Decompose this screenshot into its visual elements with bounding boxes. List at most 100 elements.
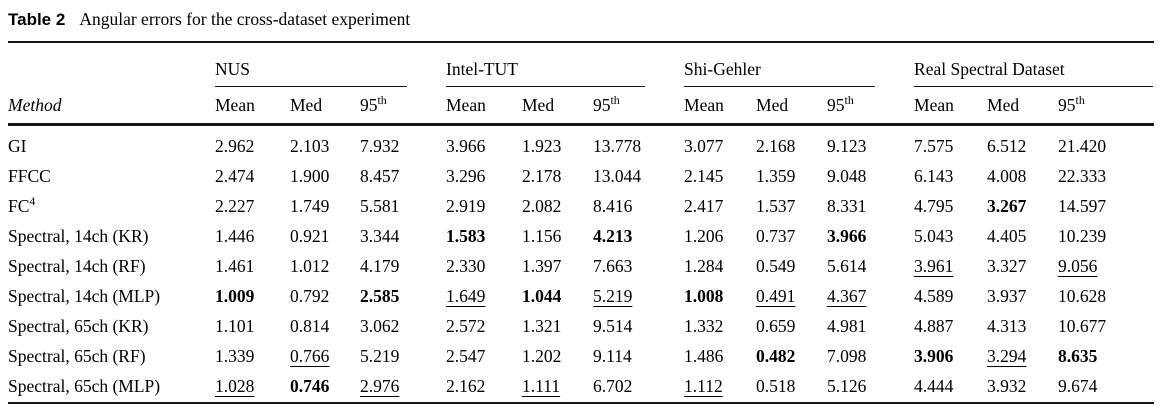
- value-cell: 6.512: [987, 135, 1027, 156]
- method-cell: FFCC: [8, 165, 51, 186]
- column-header-mean: Mean: [684, 87, 757, 126]
- value-cell: 13.778: [593, 135, 642, 156]
- value-cell: 13.044: [593, 165, 642, 186]
- superscript: th: [844, 92, 854, 107]
- value-cell: 1.008: [684, 286, 724, 307]
- value-cell: 3.344: [360, 225, 400, 246]
- method-cell: Spectral, 65ch (MLP): [8, 376, 161, 397]
- value-cell: 1.397: [522, 255, 562, 276]
- table-row: GI 2.962 2.103 7.932 3.966 1.923 13.778 3.077 2.…: [8, 125, 1154, 162]
- value-cell: 2.547: [446, 346, 486, 367]
- value-cell: 2.962: [215, 135, 255, 156]
- value-cell: 0.518: [756, 376, 796, 397]
- angular-errors-table: NUS Intel-TUT Shi-Gehler Real Spectral D…: [8, 41, 1155, 404]
- value-cell: 2.585: [360, 286, 400, 307]
- table-row: Spectral, 65ch (MLP) 1.028 0.746 2.976 2.162…: [8, 372, 1154, 403]
- value-cell: 9.048: [827, 165, 867, 186]
- table-caption: Table 2 Angular errors for the cross-data…: [8, 6, 1154, 33]
- value-cell: 5.043: [914, 225, 954, 246]
- value-cell: 1.112: [684, 376, 723, 397]
- table-row: Spectral, 14ch (MLP) 1.009 0.792 2.585 1.649…: [8, 281, 1154, 311]
- value-cell: 1.749: [290, 195, 330, 216]
- value-cell: 3.294: [987, 346, 1027, 367]
- column-header-med: Med: [290, 87, 360, 126]
- value-cell: 9.123: [827, 135, 867, 156]
- value-cell: 8.457: [360, 165, 400, 186]
- table-row: FC4 2.227 1.749 5.581 2.919 2.082 8.416 2.417 1.…: [8, 191, 1154, 221]
- value-cell: 21.420: [1058, 135, 1107, 156]
- value-cell: 0.491: [756, 286, 796, 307]
- column-header-med: Med: [987, 87, 1059, 126]
- value-cell: 3.327: [987, 255, 1027, 276]
- value-cell: 4.887: [914, 316, 954, 337]
- value-cell: 8.635: [1058, 346, 1098, 367]
- superscript: th: [377, 92, 387, 107]
- value-cell: 1.332: [684, 316, 724, 337]
- value-cell: 14.597: [1058, 195, 1107, 216]
- value-cell: 1.446: [215, 225, 255, 246]
- value-cell: 0.659: [756, 316, 796, 337]
- method-cell: Spectral, 65ch (KR): [8, 316, 149, 337]
- value-cell: 9.674: [1058, 376, 1098, 397]
- value-cell: 4.313: [987, 316, 1027, 337]
- value-cell: 1.156: [522, 225, 562, 246]
- group-header-shi-gehler: Shi-Gehler: [684, 42, 914, 87]
- value-cell: 4.981: [827, 316, 867, 337]
- value-cell: 1.028: [215, 376, 255, 397]
- value-cell: 2.103: [290, 135, 330, 156]
- value-cell: 0.549: [756, 255, 796, 276]
- value-cell: 7.098: [827, 346, 867, 367]
- value-cell: 22.333: [1058, 165, 1107, 186]
- group-header-real-spectral-dataset: Real Spectral Dataset: [914, 42, 1154, 87]
- value-cell: 2.330: [446, 255, 486, 276]
- method-cell: FC4: [8, 193, 36, 216]
- group-header-spacer: [8, 42, 215, 87]
- value-cell: 2.168: [756, 135, 796, 156]
- column-header-95: 95th: [827, 87, 915, 126]
- value-cell: 5.219: [593, 286, 633, 307]
- value-cell: 0.746: [290, 376, 330, 397]
- value-cell: 4.795: [914, 195, 954, 216]
- value-cell: 9.514: [593, 316, 633, 337]
- value-cell: 0.814: [290, 316, 330, 337]
- value-cell: 4.179: [360, 255, 400, 276]
- column-header-95: 95th: [593, 87, 685, 126]
- value-cell: 1.009: [215, 286, 255, 307]
- value-cell: 4.405: [987, 225, 1027, 246]
- value-cell: 1.900: [290, 165, 330, 186]
- value-cell: 1.284: [684, 255, 724, 276]
- method-cell: Spectral, 65ch (RF): [8, 346, 146, 367]
- table-row: Spectral, 65ch (RF) 1.339 0.766 5.219 2.547 1…: [8, 342, 1154, 372]
- value-cell: 2.976: [360, 376, 400, 397]
- method-cell: Spectral, 14ch (MLP): [8, 286, 161, 307]
- table-body: GI 2.962 2.103 7.932 3.966 1.923 13.778 3.077 2.…: [8, 125, 1154, 403]
- subheader-row: Method Mean Med 95th Mean Med 95th Mean Med 95th…: [8, 87, 1155, 126]
- value-cell: 1.359: [756, 165, 796, 186]
- table-row: FFCC 2.474 1.900 8.457 3.296 2.178 13.044 2.145…: [8, 161, 1154, 191]
- value-cell: 2.474: [215, 165, 255, 186]
- value-cell: 2.082: [522, 195, 562, 216]
- value-cell: 7.663: [593, 255, 633, 276]
- value-cell: 1.339: [215, 346, 255, 367]
- value-cell: 7.932: [360, 135, 400, 156]
- value-cell: 1.461: [215, 255, 255, 276]
- value-cell: 2.919: [446, 195, 486, 216]
- value-cell: 2.178: [522, 165, 562, 186]
- method-cell: Spectral, 14ch (RF): [8, 255, 146, 276]
- value-cell: 8.331: [827, 195, 867, 216]
- value-cell: 2.417: [684, 195, 724, 216]
- value-cell: 1.537: [756, 195, 796, 216]
- column-header-mean: Mean: [215, 87, 290, 126]
- value-cell: 5.126: [827, 376, 867, 397]
- value-cell: 1.111: [522, 376, 561, 397]
- column-header-mean: Mean: [446, 87, 522, 126]
- value-cell: 2.227: [215, 195, 255, 216]
- value-cell: 4.008: [987, 165, 1027, 186]
- value-cell: 10.628: [1058, 286, 1107, 307]
- value-cell: 1.202: [522, 346, 562, 367]
- table-caption-label: Table 2: [8, 10, 66, 29]
- value-cell: 0.766: [290, 346, 330, 367]
- value-cell: 9.056: [1058, 255, 1098, 276]
- value-cell: 1.923: [522, 135, 562, 156]
- table-row: Spectral, 65ch (KR) 1.101 0.814 3.062 2.572 1…: [8, 312, 1154, 342]
